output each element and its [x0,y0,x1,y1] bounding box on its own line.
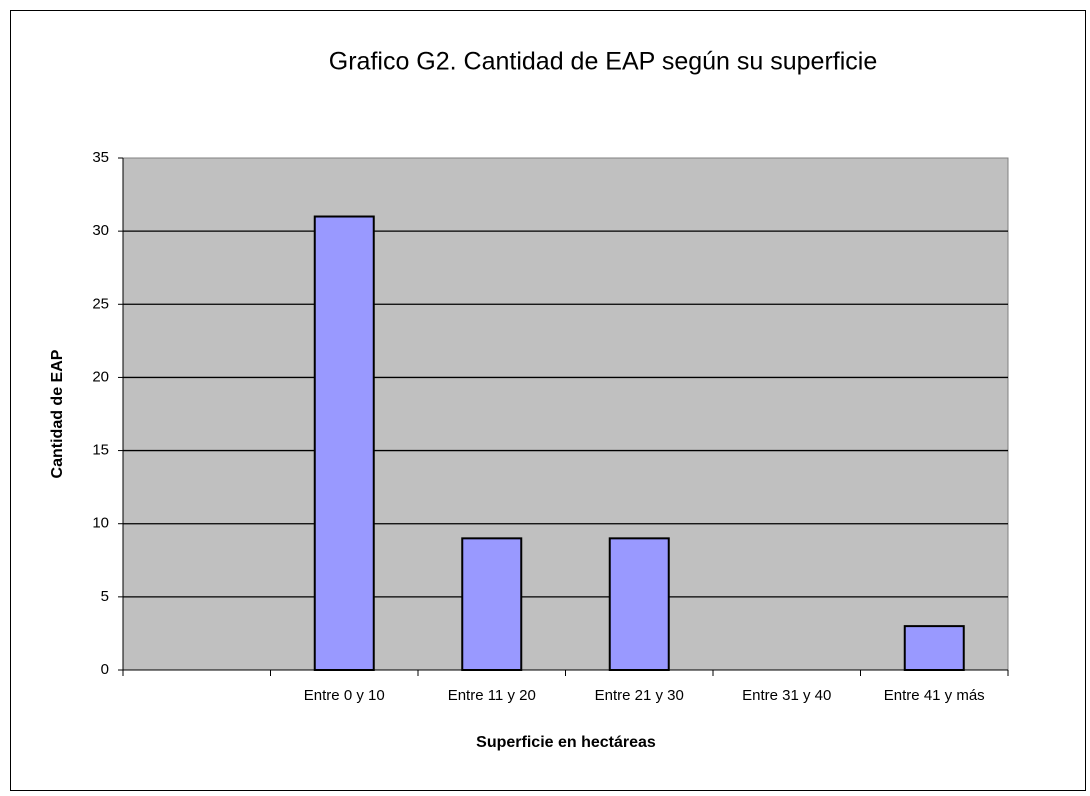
y-tick-label: 15 [92,442,109,459]
y-tick-label: 20 [92,368,109,385]
x-tick-label: Entre 41 y más [884,687,985,704]
bar [903,625,965,671]
x-tick-label: Entre 21 y 30 [595,687,684,704]
x-axis-label: Superficie en hectáreas [476,734,656,751]
x-tick-label: Entre 11 y 20 [448,687,536,704]
bar [608,537,670,671]
y-tick-label: 35 [92,149,109,166]
y-tick-label: 0 [101,661,109,678]
bar [461,537,523,671]
y-tick-label: 25 [92,295,109,312]
y-tick-label: 30 [92,222,109,239]
plot-area [122,157,1009,671]
y-tick-label: 5 [101,588,109,605]
x-tick-label: Entre 0 y 10 [304,687,385,704]
bar [313,215,375,671]
x-tick-label: Entre 31 y 40 [742,687,831,704]
y-axis-label: Cantidad de EAP [49,349,66,478]
y-tick-label: 10 [92,515,109,532]
chart-title: Grafico G2. Cantidad de EAP según su sup… [329,48,877,76]
